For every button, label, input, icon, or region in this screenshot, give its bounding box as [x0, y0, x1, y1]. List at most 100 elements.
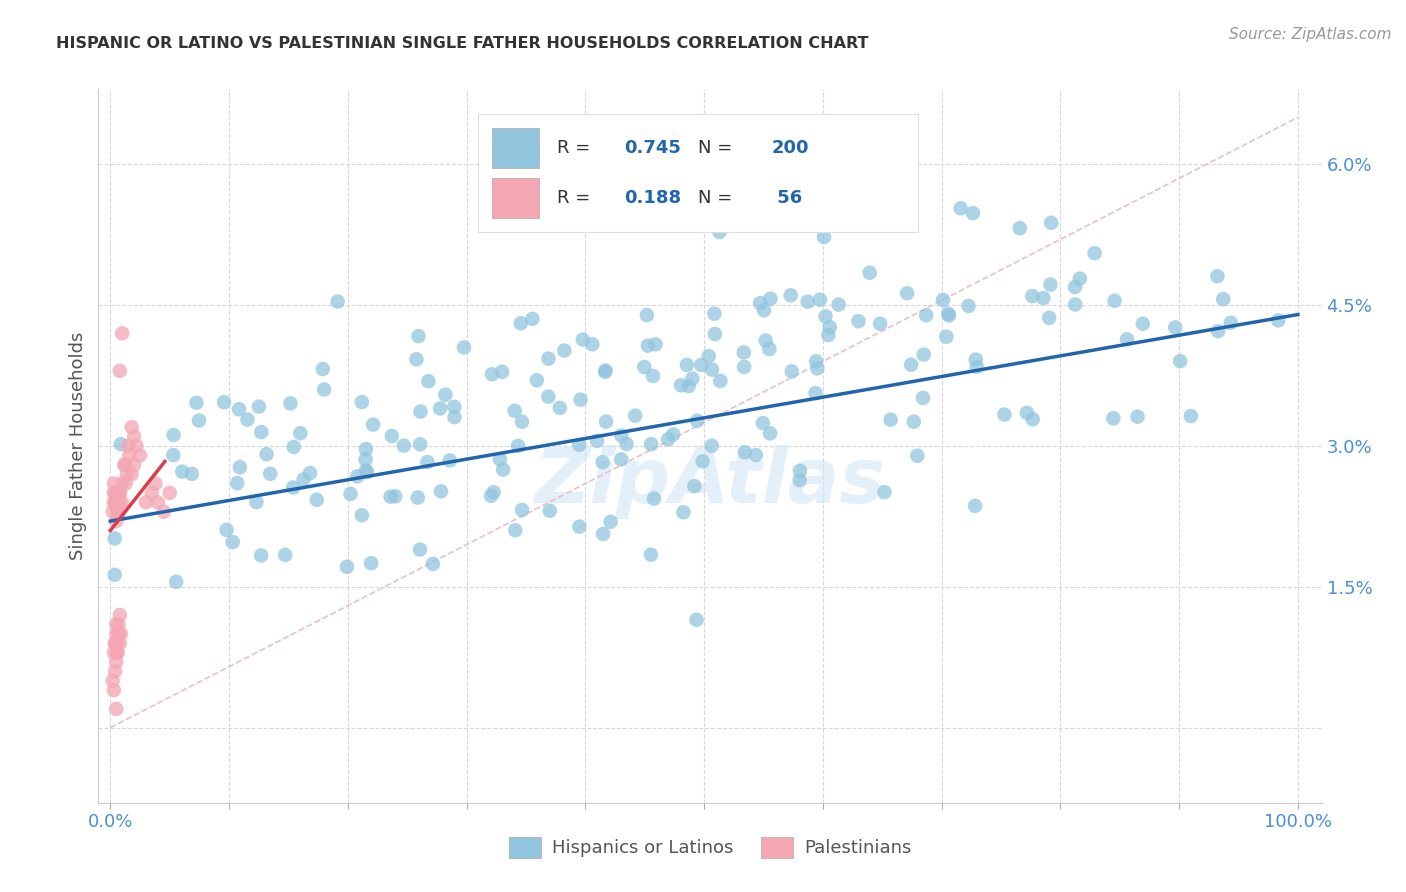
Point — [1021, 289, 1043, 303]
Point — [686, 414, 709, 428]
Point — [1038, 310, 1060, 325]
Point — [808, 293, 831, 307]
Point — [548, 401, 571, 415]
Point — [104, 636, 127, 650]
Point — [1206, 269, 1229, 284]
Point — [114, 458, 136, 472]
Point — [752, 416, 775, 430]
Point — [1267, 313, 1289, 327]
Point — [873, 485, 896, 500]
Point — [491, 365, 513, 379]
Point — [172, 465, 194, 479]
Point — [122, 458, 145, 472]
Point — [510, 415, 533, 429]
Point — [110, 437, 132, 451]
Point — [1102, 411, 1125, 425]
Point — [506, 439, 529, 453]
Point — [135, 495, 157, 509]
Point — [949, 201, 972, 215]
Point — [734, 445, 756, 459]
Point — [105, 655, 128, 669]
Point — [789, 464, 811, 478]
Point — [110, 627, 132, 641]
Point — [1064, 297, 1087, 311]
Point — [250, 549, 273, 563]
Point — [107, 505, 129, 519]
Point — [755, 334, 778, 348]
Point — [434, 388, 457, 402]
Point — [683, 479, 706, 493]
Point — [292, 472, 315, 486]
Point — [779, 288, 801, 302]
Point — [936, 307, 959, 321]
Point — [118, 449, 141, 463]
Point — [522, 311, 544, 326]
Point — [356, 465, 378, 479]
Point — [104, 665, 127, 679]
Point — [1021, 412, 1043, 426]
Point — [595, 415, 617, 429]
Point — [581, 337, 603, 351]
Point — [108, 486, 131, 500]
Point — [180, 467, 202, 481]
Point — [439, 453, 461, 467]
Point — [105, 617, 128, 632]
Point — [222, 535, 245, 549]
Point — [640, 548, 662, 562]
Point — [709, 225, 731, 239]
Point — [526, 373, 548, 387]
Point — [247, 400, 270, 414]
Point — [105, 514, 128, 528]
Point — [633, 359, 655, 374]
Point — [685, 613, 707, 627]
Point — [537, 390, 560, 404]
Point — [804, 386, 827, 401]
Point — [104, 486, 127, 500]
Point — [1164, 320, 1187, 334]
Text: N =: N = — [697, 139, 738, 157]
Point — [827, 298, 849, 312]
Point — [780, 364, 803, 378]
Point — [814, 310, 837, 324]
Point — [510, 503, 533, 517]
Point — [384, 489, 406, 503]
Point — [703, 327, 725, 342]
Point — [105, 627, 128, 641]
Point — [592, 455, 614, 469]
Point — [553, 343, 575, 358]
Point — [586, 434, 609, 448]
Point — [259, 467, 281, 481]
Point — [283, 481, 305, 495]
Point — [595, 363, 617, 377]
Point — [965, 352, 987, 367]
Point — [360, 556, 382, 570]
Point — [125, 439, 148, 453]
Point — [453, 340, 475, 354]
Point — [796, 294, 818, 309]
Point — [568, 519, 591, 533]
Point — [733, 345, 755, 359]
Point — [107, 505, 129, 519]
Point — [381, 429, 404, 443]
Text: 200: 200 — [772, 139, 808, 157]
Point — [789, 473, 811, 487]
Point — [993, 408, 1015, 422]
Point — [107, 505, 129, 519]
Point — [932, 293, 955, 307]
Point — [117, 439, 139, 453]
Point — [503, 523, 526, 537]
Point — [672, 505, 695, 519]
Point — [108, 607, 131, 622]
Point — [101, 673, 124, 688]
Point — [624, 409, 647, 423]
Point — [122, 429, 145, 443]
Point — [703, 307, 725, 321]
Text: ZipAtlas: ZipAtlas — [534, 445, 886, 518]
Point — [935, 329, 957, 343]
Point — [616, 437, 638, 451]
Point — [915, 308, 938, 322]
Point — [108, 636, 131, 650]
Point — [409, 404, 432, 418]
Point — [669, 378, 692, 392]
Point — [1083, 246, 1105, 260]
